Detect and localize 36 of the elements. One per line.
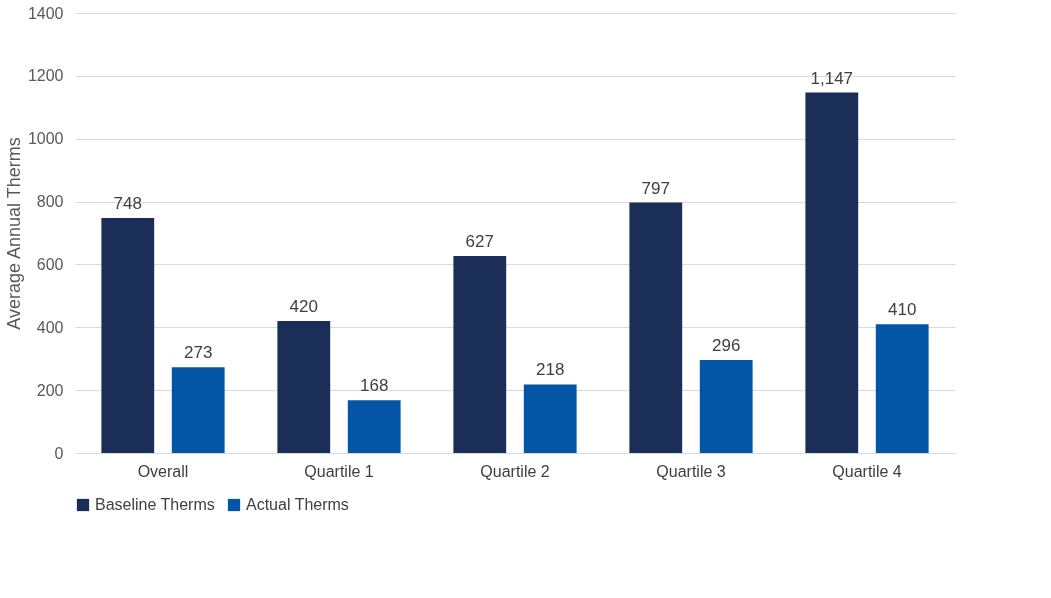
data-label: 420 xyxy=(289,297,318,316)
y-tick-label: 800 xyxy=(36,193,64,211)
bar xyxy=(101,217,155,453)
data-label: 410 xyxy=(888,300,917,320)
y-tick-label: 400 xyxy=(36,318,64,336)
legend-label: Actual Therms xyxy=(246,496,349,513)
bar xyxy=(453,255,507,453)
x-tick-label: Quartile 2 xyxy=(480,462,550,480)
x-tick-label: Quartile 3 xyxy=(656,462,726,480)
x-tick-label: Quartile 1 xyxy=(304,462,374,480)
bar xyxy=(805,92,859,453)
y-axis-title: Average Annual Therms xyxy=(3,137,24,330)
y-tick-label: 600 xyxy=(36,255,64,273)
bar xyxy=(699,359,753,453)
data-label: 627 xyxy=(465,231,494,251)
data-label: 748 xyxy=(113,193,142,213)
data-label: 168 xyxy=(360,376,389,396)
y-tick-label: 1200 xyxy=(27,67,64,85)
x-tick-label: Quartile 4 xyxy=(832,462,902,480)
legend-label: Baseline Therms xyxy=(95,496,215,513)
bar xyxy=(875,324,929,453)
data-label: 1,147 xyxy=(810,68,854,88)
y-tick-label: 200 xyxy=(36,381,64,399)
bar xyxy=(277,321,331,453)
y-tick-label: 1400 xyxy=(27,4,64,22)
data-label: 218 xyxy=(536,360,565,380)
y-tick-label: 1000 xyxy=(27,130,64,148)
data-label: 797 xyxy=(641,178,670,198)
bar xyxy=(523,384,577,453)
data-label: 273 xyxy=(184,343,213,363)
y-tick-label: 0 xyxy=(54,444,64,462)
bar xyxy=(629,202,683,453)
data-label: 296 xyxy=(712,335,741,355)
bar xyxy=(347,400,401,453)
x-tick-label: Overall xyxy=(137,462,189,480)
bar xyxy=(171,367,225,453)
